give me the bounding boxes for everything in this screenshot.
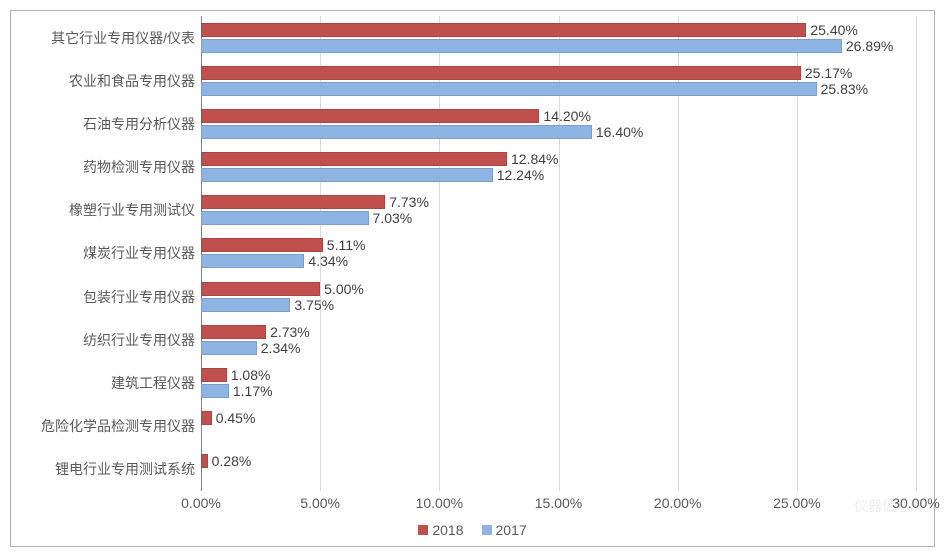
y-axis-label: 建筑工程仪器 [11, 373, 201, 393]
bar-2017 [201, 82, 817, 96]
category-row: 煤炭行业专用仪器5.11%4.34% [201, 232, 916, 275]
legend-swatch-2018 [418, 525, 428, 535]
plot-area: 其它行业专用仪器/仪表25.40%26.89%农业和食品专用仪器25.17%25… [201, 16, 916, 491]
legend-label-2018: 2018 [432, 522, 463, 538]
bar-value-label: 0.45% [216, 410, 256, 426]
y-axis-label: 其它行业专用仪器/仪表 [11, 28, 201, 48]
x-axis: 0.00%5.00%10.00%15.00%20.00%25.00%30.00% [201, 491, 916, 516]
bar-2018 [201, 454, 208, 468]
bar-value-label: 1.17% [233, 383, 273, 399]
legend-item-2018: 2018 [418, 522, 463, 538]
bar-2017 [201, 125, 592, 139]
bar-value-label: 7.03% [373, 210, 413, 226]
x-tick-label: 0.00% [181, 495, 221, 511]
bar-2018 [201, 282, 320, 296]
bar-2017 [201, 384, 229, 398]
bar-2018 [201, 238, 323, 252]
bar-value-label: 3.75% [294, 297, 334, 313]
bar-2017 [201, 254, 304, 268]
category-row: 药物检测专用仪器12.84%12.24% [201, 146, 916, 189]
bar-value-label: 2.73% [270, 324, 310, 340]
bar-2018 [201, 411, 212, 425]
bar-2018 [201, 23, 806, 37]
bar-value-label: 26.89% [846, 38, 893, 54]
category-row: 其它行业专用仪器/仪表25.40%26.89% [201, 16, 916, 59]
bar-value-label: 7.73% [389, 194, 429, 210]
bar-2017 [201, 298, 290, 312]
legend-item-2017: 2017 [482, 522, 527, 538]
bar-2018 [201, 325, 266, 339]
category-row: 包装行业专用仪器5.00%3.75% [201, 275, 916, 318]
bar-2017 [201, 211, 369, 225]
bar-2018 [201, 152, 507, 166]
category-row: 锂电行业专用测试系统0.28% [201, 448, 916, 491]
y-axis-label: 纺织行业专用仪器 [11, 330, 201, 350]
x-tick-label: 20.00% [654, 495, 701, 511]
category-row: 危险化学品检测专用仪器0.45% [201, 405, 916, 448]
bar-value-label: 25.17% [805, 65, 852, 81]
bar-value-label: 12.24% [497, 167, 544, 183]
bar-value-label: 0.28% [212, 453, 252, 469]
category-row: 农业和食品专用仪器25.17%25.83% [201, 59, 916, 102]
chart-container: 其它行业专用仪器/仪表25.40%26.89%农业和食品专用仪器25.17%25… [10, 10, 935, 547]
y-axis-label: 石油专用分析仪器 [11, 114, 201, 134]
bar-value-label: 25.83% [821, 81, 868, 97]
x-tick-label: 15.00% [535, 495, 582, 511]
bar-2018 [201, 66, 801, 80]
category-row: 橡塑行业专用测试仪7.73%7.03% [201, 189, 916, 232]
bar-value-label: 14.20% [543, 108, 590, 124]
bar-2017 [201, 341, 257, 355]
x-tick-label: 10.00% [416, 495, 463, 511]
y-axis-label: 锂电行业专用测试系统 [11, 459, 201, 479]
bar-value-label: 5.11% [327, 237, 366, 253]
y-axis-label: 包装行业专用仪器 [11, 287, 201, 307]
category-row: 纺织行业专用仪器2.73%2.34% [201, 318, 916, 361]
legend: 2018 2017 [11, 519, 934, 541]
y-axis-label: 农业和食品专用仪器 [11, 71, 201, 91]
legend-swatch-2017 [482, 525, 492, 535]
gridline [916, 16, 917, 491]
y-axis-label: 药物检测专用仪器 [11, 157, 201, 177]
x-tick-label: 30.00% [892, 495, 939, 511]
bar-2018 [201, 109, 539, 123]
y-axis-label: 煤炭行业专用仪器 [11, 243, 201, 263]
bar-value-label: 4.34% [308, 253, 348, 269]
bar-value-label: 12.84% [511, 151, 558, 167]
x-tick-label: 5.00% [300, 495, 340, 511]
bar-2017 [201, 168, 493, 182]
bar-value-label: 1.08% [231, 367, 271, 383]
y-axis-label: 危险化学品检测专用仪器 [11, 416, 201, 436]
bar-value-label: 16.40% [596, 124, 643, 140]
y-axis-label: 橡塑行业专用测试仪 [11, 200, 201, 220]
x-tick-label: 25.00% [773, 495, 820, 511]
bar-value-label: 25.40% [810, 22, 857, 38]
bar-2018 [201, 195, 385, 209]
category-row: 建筑工程仪器1.08%1.17% [201, 361, 916, 404]
bar-value-label: 2.34% [261, 340, 301, 356]
category-row: 石油专用分析仪器14.20%16.40% [201, 102, 916, 145]
legend-label-2017: 2017 [496, 522, 527, 538]
bar-value-label: 5.00% [324, 281, 364, 297]
bar-2018 [201, 368, 227, 382]
bar-2017 [201, 39, 842, 53]
